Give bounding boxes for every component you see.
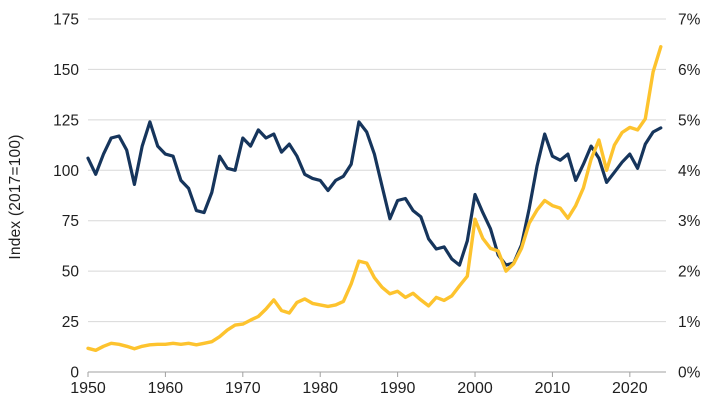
left-axis-tick-label: 100: [53, 163, 79, 180]
x-axis-tick-label: 2000: [457, 380, 493, 397]
right-axis-tick-label: 5%: [678, 112, 701, 129]
x-axis-tick-label: 1970: [225, 380, 261, 397]
left-axis-tick-label: 50: [62, 264, 80, 281]
left-axis-tick-label: 150: [53, 62, 79, 79]
right-axis-tick-label: 2%: [678, 264, 701, 281]
x-axis-tick-label: 1950: [70, 380, 106, 397]
left-axis-title: Index (2017=100): [7, 134, 24, 260]
left-axis-tick-label: 125: [53, 112, 79, 129]
left-axis-tick-label: 175: [53, 12, 79, 29]
x-axis-tick-label: 1990: [380, 380, 416, 397]
left-axis-tick-label: 25: [62, 314, 79, 331]
right-axis-tick-label: 7%: [678, 12, 701, 29]
x-axis-tick-label: 2010: [535, 380, 571, 397]
right-axis-tick-label: 4%: [678, 163, 701, 180]
percent-share-line: [86, 45, 663, 352]
index-2017-100-line: [86, 120, 663, 267]
x-axis-tick-label: 2020: [612, 380, 648, 397]
left-axis-tick-label: 75: [62, 213, 79, 230]
right-axis-tick-label: 6%: [678, 62, 701, 79]
right-axis-tick-label: 1%: [678, 314, 701, 331]
right-axis-tick-label: 0%: [678, 365, 701, 382]
right-axis-tick-label: 3%: [678, 213, 701, 230]
x-axis-tick-label: 1980: [302, 380, 338, 397]
left-axis-tick-label: 0: [70, 365, 79, 382]
x-axis-tick-label: 1960: [148, 380, 184, 397]
